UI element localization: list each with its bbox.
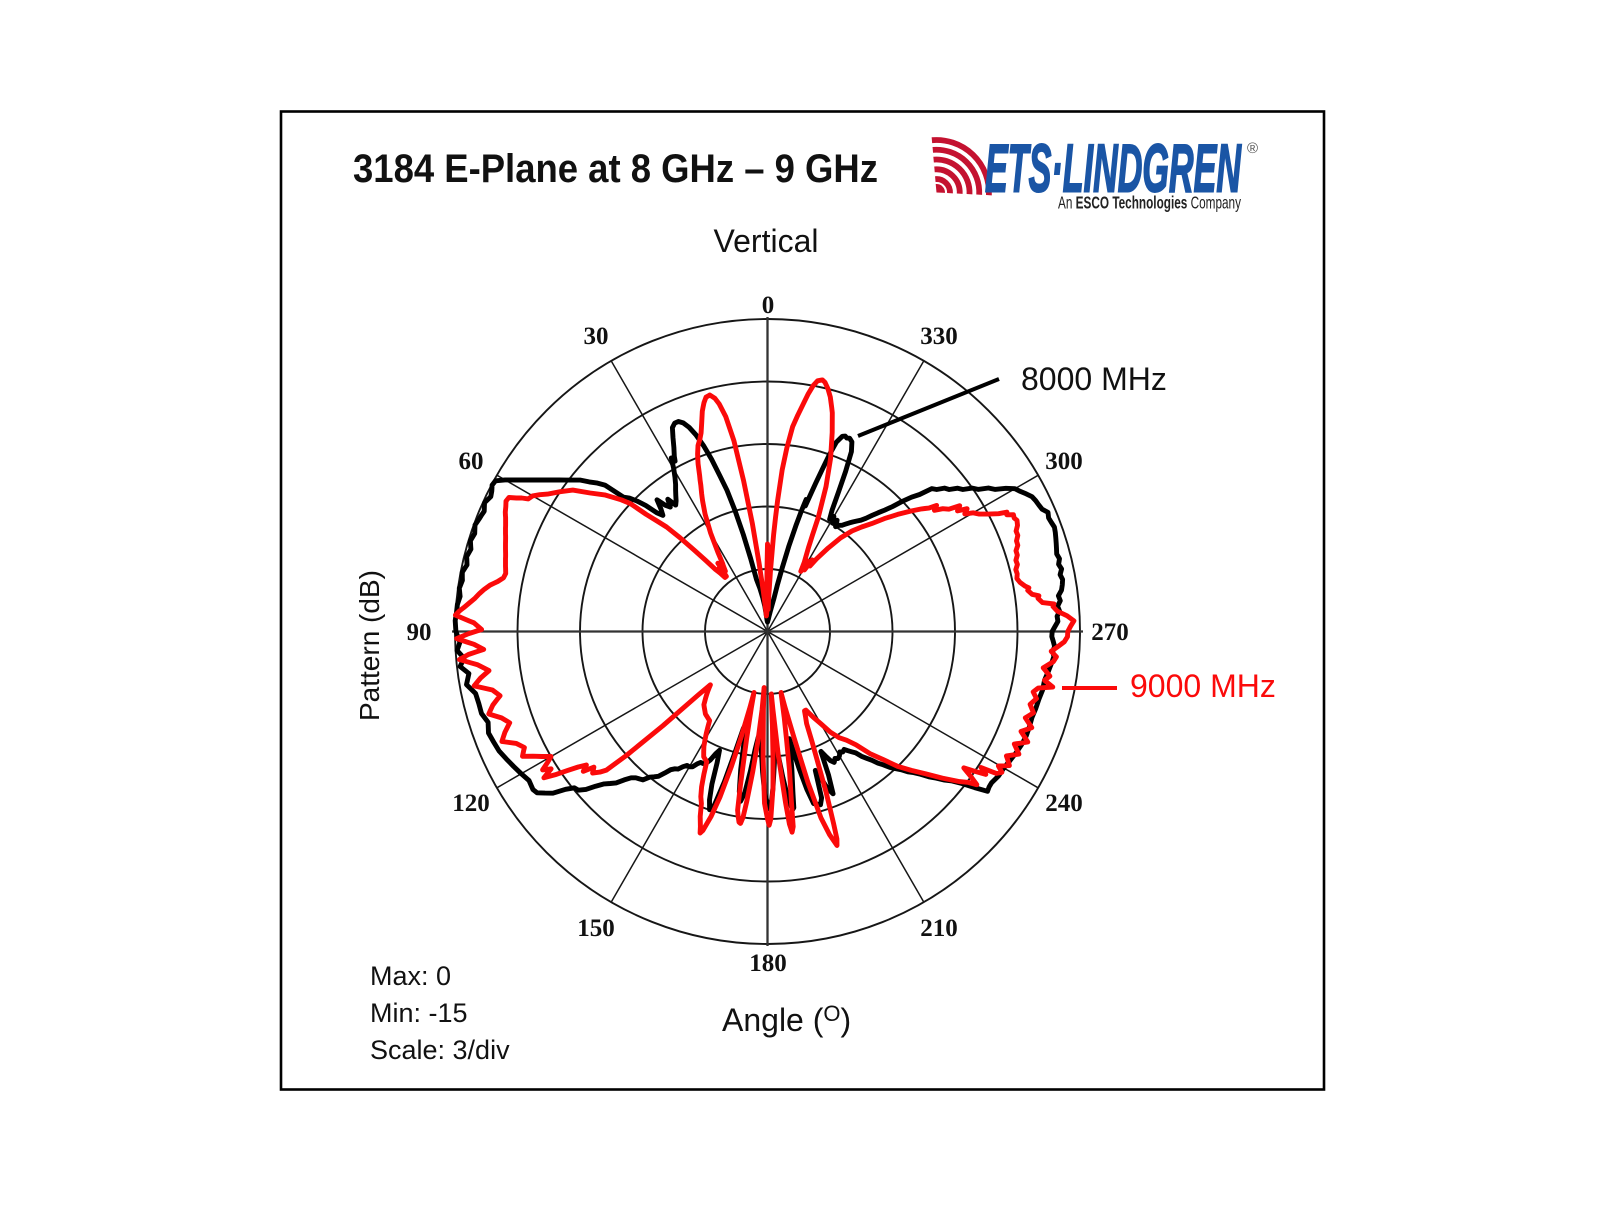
svg-text:Scale: 3/div: Scale: 3/div xyxy=(370,1035,510,1065)
svg-text:150: 150 xyxy=(577,915,615,942)
svg-text:3184 E-Plane at 8 GHz – 9 GHz: 3184 E-Plane at 8 GHz – 9 GHz xyxy=(353,147,878,191)
svg-text:Vertical: Vertical xyxy=(714,223,819,259)
svg-text:30: 30 xyxy=(584,323,609,350)
svg-text:270: 270 xyxy=(1091,619,1129,646)
svg-text:60: 60 xyxy=(459,448,484,475)
svg-text:®: ® xyxy=(1247,140,1258,157)
svg-text:90: 90 xyxy=(407,619,432,646)
svg-text:ETS·LINDGREN: ETS·LINDGREN xyxy=(985,131,1242,207)
svg-text:0: 0 xyxy=(762,292,775,319)
svg-text:330: 330 xyxy=(920,323,958,350)
svg-text:9000 MHz: 9000 MHz xyxy=(1130,668,1276,704)
svg-text:300: 300 xyxy=(1045,448,1083,475)
svg-text:240: 240 xyxy=(1045,790,1083,817)
svg-text:180: 180 xyxy=(749,950,787,977)
svg-text:An ESCO Technologies Company: An ESCO Technologies Company xyxy=(1058,193,1241,213)
svg-text:210: 210 xyxy=(920,915,958,942)
svg-text:Pattern (dB): Pattern (dB) xyxy=(354,570,385,721)
svg-text:8000 MHz: 8000 MHz xyxy=(1021,361,1167,397)
svg-text:Max: 0: Max: 0 xyxy=(370,961,451,991)
svg-text:Min: -15: Min: -15 xyxy=(370,998,468,1028)
svg-text:120: 120 xyxy=(452,790,490,817)
